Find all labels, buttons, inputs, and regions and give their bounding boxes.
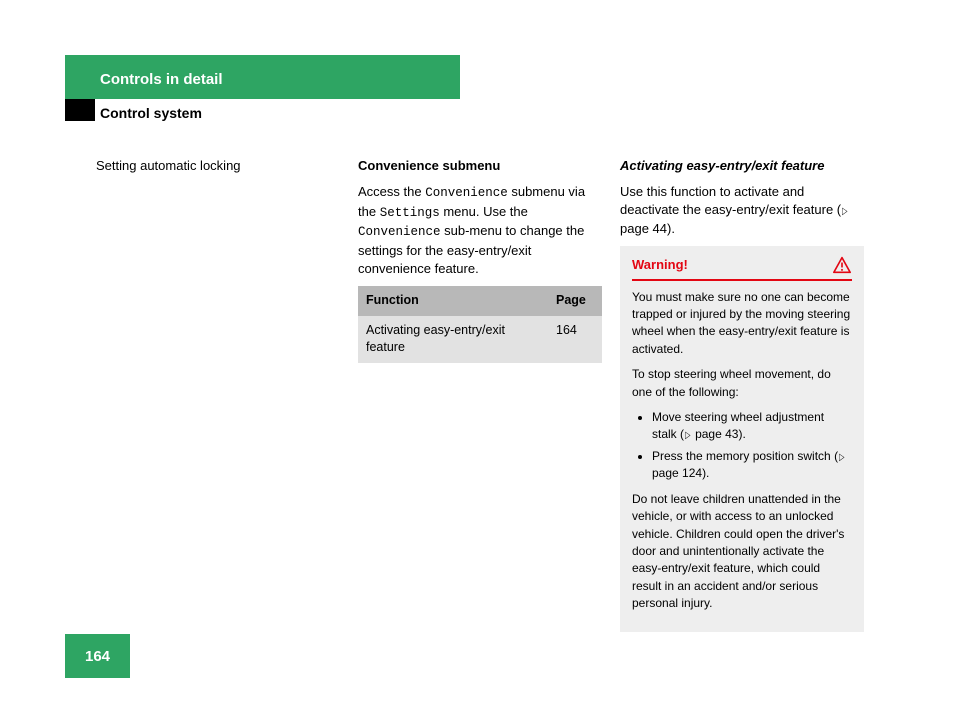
th-page: Page (548, 286, 602, 316)
column-automatic-locking: Setting automatic locking (96, 157, 340, 175)
header-title: Controls in detail (100, 71, 223, 88)
ref-txt: page 124 (652, 466, 702, 480)
column-convenience: Convenience submenu Access the Convenien… (358, 157, 602, 363)
col2-para: Access the Convenience submenu via the S… (358, 183, 602, 278)
txt: ). (667, 221, 675, 236)
warn-p2: To stop steering wheel movement, do one … (632, 366, 852, 401)
td-page: 164 (548, 316, 602, 363)
ref-icon: ▷ (685, 429, 690, 444)
warn-bullets: Move steering wheel adjustment stalk (▷ … (632, 409, 852, 483)
mono-conv1: Convenience (425, 186, 508, 200)
section-title: Control system (100, 104, 202, 124)
column-easy-entry: Activating easy-entry/exit feature Use t… (620, 157, 864, 632)
txt: ). (738, 427, 745, 441)
page-number: 164 (85, 646, 110, 667)
function-table: Function Page Activating easy-entry/exit… (358, 286, 602, 363)
col1-heading: Setting automatic locking (96, 158, 241, 173)
warn-b2: Press the memory position switch (▷ page… (652, 448, 852, 483)
txt: Press the memory position switch ( (652, 449, 838, 463)
td-func: Activating easy-entry/exit feature (358, 316, 548, 363)
table-header-row: Function Page (358, 286, 602, 316)
warning-box: Warning! You must make sure no one can b… (620, 246, 864, 633)
warn-b1: Move steering wheel adjustment stalk (▷ … (652, 409, 852, 444)
black-tab (65, 99, 95, 121)
warning-title: Warning! (632, 256, 688, 275)
warning-triangle-icon (832, 256, 852, 274)
mono-conv2: Convenience (358, 225, 441, 239)
txt: Use this function to activate and deacti… (620, 184, 841, 217)
ref-icon: ▷ (842, 205, 847, 219)
page-ref-43: ▷ page 43 (684, 427, 738, 441)
mono-settings: Settings (380, 206, 440, 220)
txt: Access the (358, 184, 425, 199)
col3-intro: Use this function to activate and deacti… (620, 183, 864, 238)
txt: ). (702, 466, 709, 480)
ref-icon: ▷ (839, 451, 844, 466)
th-function: Function (358, 286, 548, 316)
ref-txt: page 44 (620, 221, 667, 236)
txt: menu. Use the (443, 204, 528, 219)
warn-p3: Do not leave children unattended in the … (632, 491, 852, 613)
ref-txt: page 43 (695, 427, 738, 441)
page-number-box: 164 (65, 634, 130, 678)
col2-heading: Convenience submenu (358, 157, 602, 175)
warn-p1: You must make sure no one can become tra… (632, 289, 852, 359)
header-bar: Controls in detail (65, 55, 460, 99)
table-row: Activating easy-entry/exit feature 164 (358, 316, 602, 363)
col3-heading: Activating easy-entry/exit feature (620, 157, 864, 175)
warning-header: Warning! (632, 256, 852, 281)
